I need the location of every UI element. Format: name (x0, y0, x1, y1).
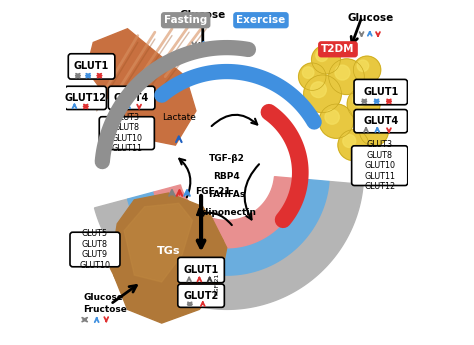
Text: Lactate: Lactate (162, 113, 196, 122)
Text: GLUT12: GLUT12 (65, 93, 107, 103)
Text: Glucose: Glucose (180, 10, 226, 20)
Text: Adiponectin: Adiponectin (196, 208, 257, 217)
Polygon shape (114, 200, 227, 323)
Circle shape (299, 63, 326, 90)
Text: GLUT1: GLUT1 (363, 87, 398, 97)
FancyBboxPatch shape (354, 109, 408, 133)
Text: FGF-21: FGF-21 (195, 187, 231, 196)
Text: FAHFAs: FAHFAs (208, 190, 246, 199)
FancyBboxPatch shape (70, 232, 120, 267)
Circle shape (311, 45, 340, 74)
Circle shape (343, 135, 356, 147)
Text: Fructose: Fructose (83, 305, 127, 314)
FancyBboxPatch shape (178, 257, 224, 283)
Text: GLUT5
GLUT8
GLUT9
GLUT10: GLUT5 GLUT8 GLUT9 GLUT10 (80, 229, 110, 269)
Text: Glucose: Glucose (347, 13, 393, 23)
Text: RBP4: RBP4 (213, 172, 240, 181)
Text: GLUT4: GLUT4 (363, 116, 398, 126)
Text: GLUT3
GLUT8
GLUT10
GLUT11: GLUT3 GLUT8 GLUT10 GLUT11 (111, 113, 142, 153)
Circle shape (353, 93, 366, 107)
Text: GLUT1: GLUT1 (74, 61, 109, 71)
FancyBboxPatch shape (65, 86, 107, 109)
Polygon shape (94, 181, 363, 309)
Polygon shape (110, 193, 223, 316)
Circle shape (353, 56, 381, 83)
Text: TGs: TGs (157, 246, 180, 256)
Circle shape (335, 65, 350, 80)
Circle shape (338, 130, 369, 160)
Circle shape (302, 67, 314, 78)
Circle shape (364, 121, 376, 134)
Polygon shape (124, 203, 192, 282)
Text: GLUT1: GLUT1 (183, 265, 219, 275)
Polygon shape (154, 177, 302, 248)
Circle shape (359, 117, 388, 146)
Circle shape (316, 49, 328, 61)
FancyBboxPatch shape (352, 146, 408, 186)
FancyBboxPatch shape (354, 79, 408, 105)
Text: GLUT4: GLUT4 (114, 93, 149, 103)
Text: TGF-β2: TGF-β2 (209, 154, 245, 163)
FancyBboxPatch shape (109, 86, 155, 109)
Circle shape (328, 59, 365, 95)
Circle shape (310, 82, 327, 98)
Polygon shape (86, 29, 196, 145)
Circle shape (304, 75, 341, 112)
Circle shape (347, 88, 380, 120)
Text: Exercise: Exercise (237, 15, 285, 25)
Circle shape (325, 110, 339, 124)
FancyBboxPatch shape (68, 54, 115, 79)
Text: Glucose: Glucose (83, 293, 123, 302)
FancyBboxPatch shape (178, 284, 224, 307)
Text: GLUT2: GLUT2 (183, 291, 219, 301)
Text: GLUT3
GLUT8
GLUT10
GLUT11
GLUT12: GLUT3 GLUT8 GLUT10 GLUT11 GLUT12 (364, 140, 395, 191)
Circle shape (357, 60, 369, 71)
Polygon shape (128, 179, 329, 275)
FancyBboxPatch shape (99, 117, 155, 150)
Text: T2DM: T2DM (321, 44, 355, 54)
Text: Fasting: Fasting (164, 15, 207, 25)
Text: FGF-21: FGF-21 (215, 273, 220, 295)
Circle shape (319, 104, 353, 138)
